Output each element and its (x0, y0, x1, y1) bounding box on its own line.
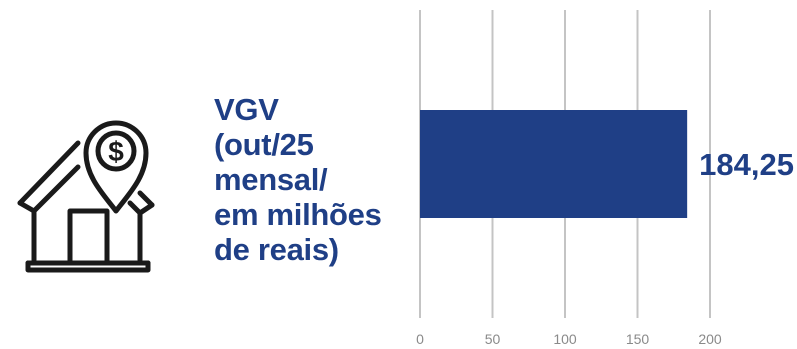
bar (420, 110, 688, 218)
x-tick-label: 200 (698, 331, 722, 347)
title-line: em milhões (214, 197, 382, 232)
x-tick-label: 150 (626, 331, 650, 347)
x-axis-ticks: 0 50 100 150 200 (416, 331, 722, 347)
x-tick-label: 0 (416, 331, 424, 347)
title-line: de reais) (214, 232, 339, 267)
x-tick-label: 100 (553, 331, 577, 347)
svg-text:$: $ (108, 136, 124, 167)
house-dollar-pin-icon: $ (17, 120, 155, 273)
x-tick-label: 50 (485, 331, 501, 347)
chart-title: VGV (out/25 mensal/ em milhões de reais) (214, 92, 414, 267)
title-line: VGV (214, 92, 279, 127)
title-line: (out/25 (214, 127, 314, 162)
bar-value-label: 184,25 (699, 147, 794, 182)
title-line: mensal/ (214, 162, 328, 197)
bars: 184,25 (420, 110, 794, 218)
